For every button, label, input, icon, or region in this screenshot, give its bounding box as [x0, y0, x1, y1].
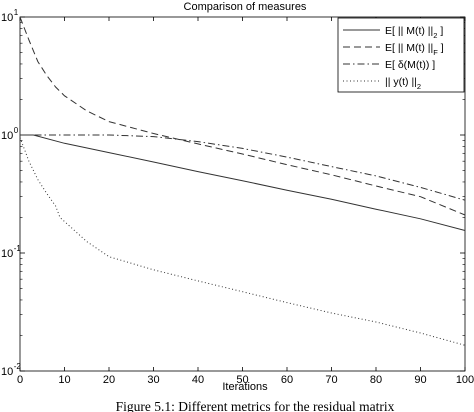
y-tick-label: 100	[1, 126, 19, 142]
chart-title: Comparison of measures	[184, 1, 307, 13]
figure-caption: Figure 5.1: Different metrics for the re…	[116, 399, 395, 412]
series-line-2	[19, 16, 466, 216]
series-line-3	[20, 134, 466, 201]
y-tick-label: 101	[1, 8, 19, 24]
x-tick-label: 60	[281, 374, 293, 386]
y-tick-label: 10-1	[1, 244, 21, 260]
legend-label: E[ δ(M(t)) ]	[385, 59, 435, 71]
legend-label: E[ || M(t) ||F ]	[385, 42, 444, 57]
x-tick-label: 80	[370, 374, 382, 386]
x-tick-label: 0	[17, 374, 23, 386]
series-line-4	[19, 137, 466, 346]
x-tick-label: 50	[236, 374, 248, 386]
series-lines	[19, 16, 466, 346]
x-tick-label: 100	[456, 374, 474, 386]
legend-label: || y(t) ||2	[385, 76, 421, 91]
x-axis-label: Iterations	[222, 381, 268, 393]
x-tick-label: 70	[325, 374, 337, 386]
series-line-1	[20, 134, 466, 231]
x-tick-label: 30	[147, 374, 159, 386]
x-tick-label: 40	[192, 374, 204, 386]
x-tick-label: 20	[103, 374, 115, 386]
x-tick-label: 90	[414, 374, 426, 386]
legend: E[ || M(t) ||2 ] E[ || M(t) ||F ] E[ δ(M(t…	[337, 17, 465, 93]
legend-label: E[ || M(t) ||2 ]	[385, 25, 443, 40]
x-tick-label: 10	[58, 374, 70, 386]
